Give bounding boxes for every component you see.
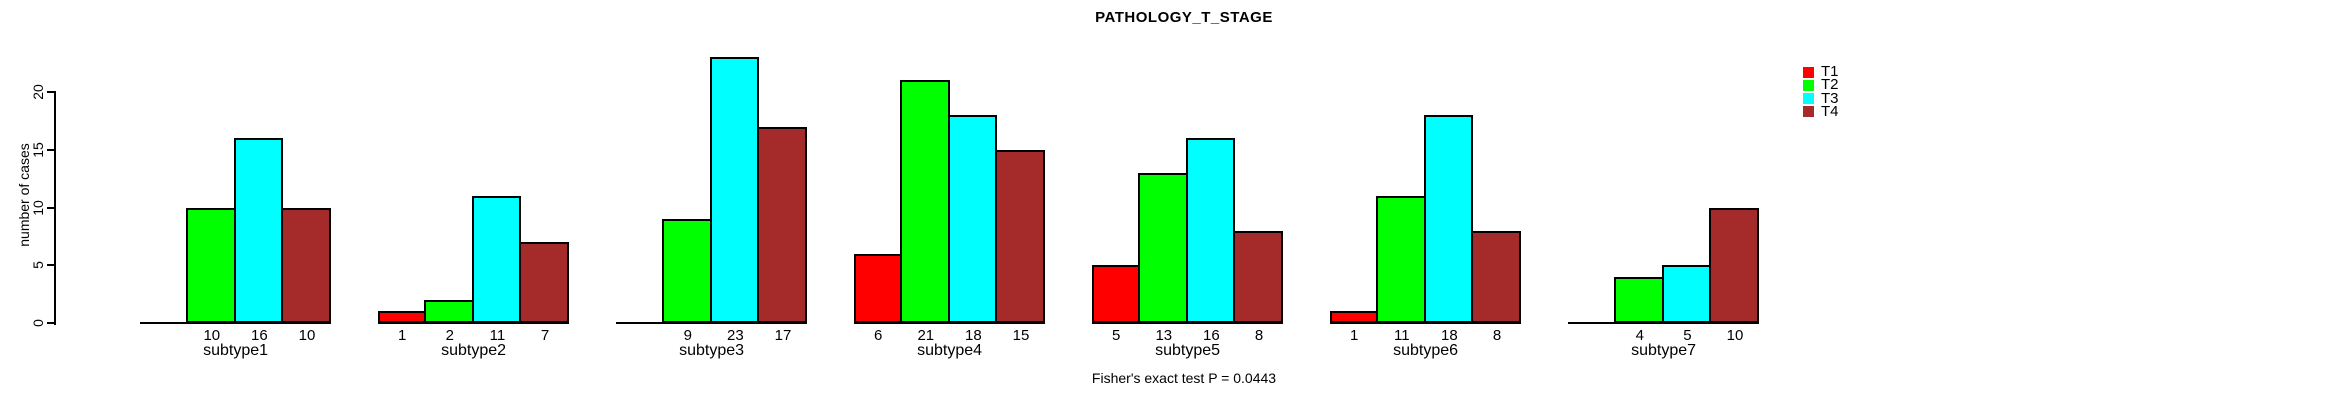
bar-value-label: 8 — [1254, 327, 1264, 344]
bar-segment-t4 — [519, 242, 569, 323]
legend-swatch-t4 — [1803, 106, 1814, 118]
bar-value-label: 5 — [1112, 327, 1121, 344]
y-tick-label: 15 — [30, 141, 46, 158]
bar-segment-t2 — [424, 299, 474, 323]
bar-segment-t1 — [854, 253, 902, 323]
y-tick-label: 5 — [30, 261, 46, 270]
bar-value-label: 10 — [298, 327, 316, 344]
bar-value-label: 10 — [203, 327, 221, 344]
bar-value-label: 18 — [965, 327, 982, 344]
y-tick — [46, 91, 54, 93]
group-baseline — [1568, 322, 1759, 324]
bar-segment-t3 — [471, 195, 522, 323]
category-label: subtype5 — [1155, 342, 1221, 359]
bar-segment-t4 — [1233, 230, 1283, 323]
bar-segment-t2 — [1138, 172, 1188, 323]
bar-segment-t3 — [947, 115, 998, 323]
y-axis-line — [53, 91, 56, 325]
category-label: subtype3 — [679, 342, 745, 359]
y-tick — [46, 322, 54, 324]
bar-value-label: 2 — [445, 327, 454, 344]
bar-value-label: 16 — [1203, 327, 1220, 344]
bar-value-label: 1 — [1350, 327, 1359, 344]
bar-value-label: 7 — [540, 327, 550, 344]
bar-segment-t3 — [233, 138, 284, 323]
y-tick — [46, 206, 54, 209]
group-baseline — [1330, 322, 1521, 324]
legend-swatch-t2 — [1803, 79, 1814, 91]
group-baseline — [1092, 322, 1283, 324]
bar-value-label: 18 — [1441, 327, 1458, 344]
legend-label: T4 — [1821, 102, 1839, 120]
bar-value-label: 10 — [1726, 327, 1744, 344]
category-label: subtype4 — [917, 342, 983, 359]
legend-swatch-t1 — [1803, 66, 1814, 78]
legend-row: T2 — [1803, 76, 1839, 94]
legend-row: T3 — [1803, 89, 1839, 107]
bar-segment-t4 — [1471, 230, 1521, 323]
bar-value-label: 13 — [1155, 327, 1173, 344]
y-axis-title: number of cases — [16, 143, 32, 247]
bar-value-label: 4 — [1635, 327, 1644, 344]
bar-value-label: 6 — [874, 327, 883, 344]
bar-value-label: 11 — [1394, 327, 1410, 344]
bar-value-label: 23 — [727, 327, 744, 344]
bar-value-label: 17 — [774, 327, 792, 344]
group-baseline — [140, 322, 331, 324]
chart-title: PATHOLOGY_T_STAGE — [1095, 9, 1273, 26]
bar-value-label: 9 — [683, 327, 692, 344]
legend-label: T2 — [1821, 76, 1839, 94]
bar-segment-t2 — [662, 219, 712, 323]
group-baseline — [854, 322, 1045, 324]
group-baseline — [616, 322, 807, 324]
legend-label: T1 — [1821, 63, 1839, 80]
bar-value-label: 8 — [1492, 327, 1502, 344]
statistical-test-note: Fisher's exact test P = 0.0443 — [1091, 370, 1277, 386]
y-tick — [46, 148, 54, 151]
bar-segment-t2 — [1376, 195, 1426, 323]
bar-value-label: 15 — [1012, 327, 1030, 344]
y-tick-label: 10 — [30, 199, 46, 216]
bar-segment-t1 — [1092, 265, 1140, 323]
y-tick-label: 0 — [30, 319, 46, 327]
bar-segment-t4 — [1709, 207, 1759, 323]
legend-label: T3 — [1821, 89, 1839, 107]
bar-value-label: 21 — [917, 327, 935, 344]
category-label: subtype1 — [203, 342, 269, 359]
group-baseline — [378, 322, 569, 324]
category-label: subtype2 — [441, 342, 507, 359]
bar-segment-t1 — [1330, 311, 1378, 323]
bar-segment-t3 — [1185, 138, 1236, 323]
bar-segment-t2 — [1614, 276, 1664, 323]
legend-row: T4 — [1803, 102, 1839, 120]
bar-segment-t3 — [709, 57, 760, 323]
bar-segment-t3 — [1661, 265, 1712, 323]
bar-value-label: 16 — [251, 327, 268, 344]
bar-value-label: 1 — [398, 327, 407, 344]
legend-swatch-t3 — [1803, 93, 1814, 105]
category-label: subtype6 — [1393, 342, 1459, 359]
bar-segment-t2 — [186, 207, 236, 323]
bar-value-label: 5 — [1683, 327, 1692, 344]
bar-segment-t1 — [378, 311, 426, 323]
bar-segment-t4 — [995, 149, 1045, 323]
y-tick-label: 20 — [30, 84, 46, 100]
bar-segment-t3 — [1423, 115, 1474, 323]
bar-segment-t4 — [757, 126, 807, 323]
y-tick — [46, 264, 54, 267]
legend-row: T1 — [1803, 63, 1839, 80]
category-label: subtype7 — [1631, 342, 1697, 359]
bar-segment-t4 — [281, 207, 331, 323]
bar-segment-t2 — [900, 80, 950, 323]
bar-value-label: 11 — [489, 327, 506, 344]
